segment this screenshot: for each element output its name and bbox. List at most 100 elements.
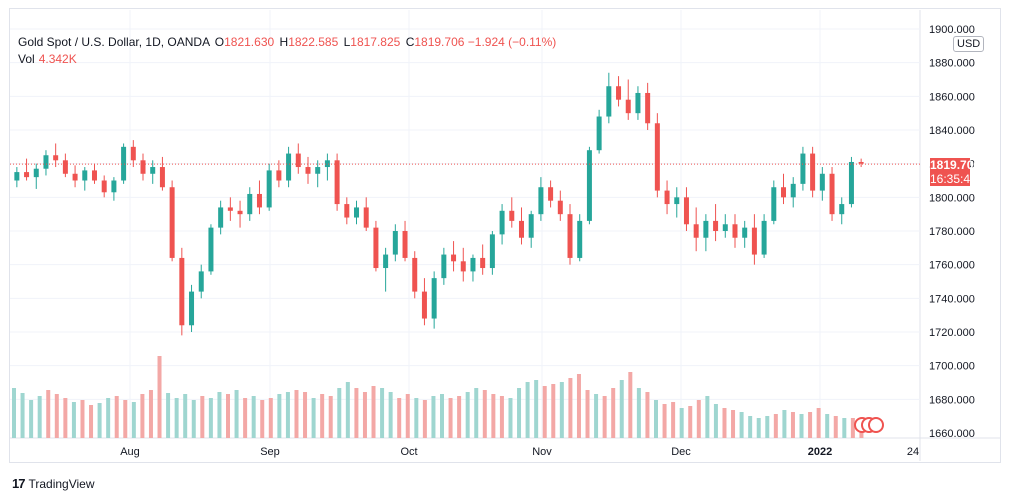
x-tick-label: Aug (120, 446, 140, 458)
candle-body (305, 167, 311, 174)
candle-body (810, 153, 816, 191)
candle-body (159, 167, 165, 188)
volume-bar (405, 394, 410, 438)
brand-name: TradingView (28, 476, 95, 491)
volume-bar (251, 396, 256, 438)
candle-body (654, 123, 660, 191)
volume-legend: Vol 4.342K (18, 52, 77, 66)
event-flag-icon (868, 417, 884, 433)
candle-body (179, 257, 185, 326)
candle-body (586, 150, 592, 221)
volume-bar (482, 390, 487, 438)
volume-bar (636, 388, 641, 438)
candle-body (91, 170, 97, 181)
candle-body (198, 271, 204, 292)
candle-body (664, 190, 670, 205)
candle-body (567, 214, 573, 258)
candle-body (693, 224, 699, 238)
candle-body (412, 257, 418, 292)
tradingview-footer[interactable]: 17 TradingView (12, 476, 95, 491)
volume-bar (268, 398, 273, 438)
candle-body (771, 187, 777, 221)
volume-bar (46, 390, 51, 438)
x-tick-label: Nov (532, 446, 552, 458)
candle-body (848, 161, 854, 205)
volume-label[interactable]: Vol (18, 52, 35, 66)
volume-bar (542, 386, 547, 438)
candle-body (402, 231, 408, 258)
candle-body (82, 170, 88, 181)
candle-body (722, 224, 728, 231)
volume-bar (525, 382, 530, 438)
volume-bar (208, 398, 213, 438)
candle-body (480, 257, 486, 269)
volume-bar (850, 418, 855, 438)
currency-badge[interactable]: USD (953, 36, 985, 52)
volume-bar (705, 396, 710, 438)
candle-body (800, 153, 806, 184)
volume-bar (799, 414, 804, 438)
tradingview-logo-icon: 17 (12, 476, 26, 491)
candle-body (14, 172, 20, 181)
volume-bar (431, 396, 436, 438)
candle-body (548, 187, 554, 201)
volume-bar (80, 400, 85, 438)
symbol-title[interactable]: Gold Spot / U.S. Dollar, 1D, OANDA (18, 35, 210, 49)
volume-bar (534, 380, 539, 438)
candle-body (742, 227, 748, 238)
volume-bar (645, 392, 650, 438)
candle-body (839, 204, 845, 215)
candle-body (635, 92, 641, 114)
volume-bar (37, 396, 42, 438)
candle-body (276, 170, 282, 181)
volume-bar (166, 393, 171, 438)
volume-bar (440, 394, 444, 438)
candle-body (518, 220, 524, 238)
volume-bar (465, 392, 470, 438)
ohlc-legend: Gold Spot / U.S. Dollar, 1D, OANDA O1821… (18, 35, 556, 49)
candle-body (509, 210, 515, 221)
candle-body (237, 210, 243, 215)
y-tick-label: 1900.000 (929, 24, 975, 36)
low-label: L (343, 35, 351, 49)
volume-bar (688, 406, 693, 438)
candle-body (674, 197, 680, 205)
candle-body (528, 214, 534, 238)
open-value: 1821.630 (224, 35, 275, 49)
candle-body (72, 173, 78, 181)
open-label: O (214, 35, 225, 49)
volume-bar (594, 394, 599, 438)
candle-body (111, 180, 117, 193)
volume-bar (217, 392, 222, 438)
candle-body (577, 220, 583, 258)
candle-body (43, 155, 49, 169)
volume-bar (97, 403, 102, 438)
volume-bar (491, 394, 496, 438)
volume-bar (825, 414, 830, 438)
volume-bar (328, 396, 333, 438)
volume-bar (89, 405, 94, 438)
candle-body (683, 197, 689, 225)
candle-body (596, 116, 602, 151)
candle-body (208, 227, 214, 272)
candle-body (354, 207, 360, 218)
volume-bar (602, 396, 607, 438)
candle-body (130, 146, 136, 161)
volume-bar (114, 396, 119, 438)
volume-bar (722, 408, 727, 438)
change-value: −1.924 (−0.11%) (467, 35, 557, 49)
candle-body (363, 207, 369, 228)
volume-bar (183, 394, 188, 438)
volume-bar (474, 388, 479, 438)
candle-body (489, 234, 495, 269)
volume-bar (106, 398, 111, 438)
volume-bar (303, 392, 308, 438)
candle-body (421, 291, 427, 319)
volume-bar (568, 378, 573, 438)
candle-body (460, 261, 466, 272)
volume-bar (226, 394, 230, 438)
candle-body (470, 257, 476, 272)
volume-bar (790, 412, 795, 438)
candle-body (140, 160, 146, 174)
